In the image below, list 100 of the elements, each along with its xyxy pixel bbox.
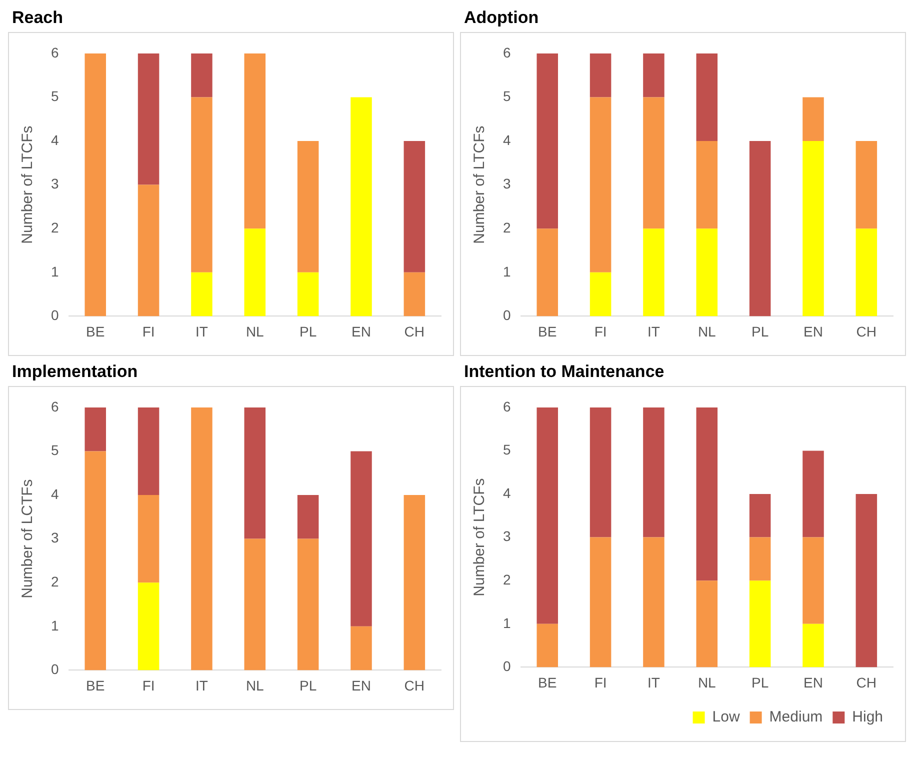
y-tick-label: 0 (50, 661, 59, 678)
x-tick-label: CH (404, 323, 425, 340)
chart-title: Adoption (463, 8, 540, 29)
bar (590, 53, 612, 98)
x-tick-label: BE (538, 674, 557, 690)
x-tick-label: FI (594, 323, 607, 340)
legend-label: High (852, 708, 884, 726)
bar (590, 97, 612, 272)
y-tick-label: 1 (502, 263, 511, 280)
bar (138, 184, 160, 316)
x-tick-label: PL (300, 323, 317, 340)
bar (696, 407, 718, 581)
bar (590, 407, 612, 538)
y-axis-title: Number of LTCFs (471, 478, 488, 596)
bar (297, 272, 319, 316)
y-tick-label: 5 (502, 88, 511, 104)
x-tick-label: BE (86, 323, 105, 340)
bar (138, 495, 160, 583)
bar (643, 53, 664, 98)
bar (84, 407, 106, 452)
bar (749, 141, 771, 316)
y-tick-label: 0 (502, 658, 511, 674)
chart-title: Reach (11, 8, 64, 29)
bar (696, 228, 718, 316)
bar (749, 494, 771, 538)
x-tick-label: IT (647, 323, 660, 340)
y-tick-label: 6 (50, 398, 59, 414)
x-tick-label: FI (142, 323, 155, 340)
bar (590, 272, 612, 316)
x-tick-label: NL (698, 674, 716, 690)
bar (191, 53, 212, 98)
y-tick-label: 5 (50, 442, 59, 458)
bar (138, 53, 160, 185)
bar (643, 537, 664, 668)
x-tick-label: EN (352, 677, 371, 694)
x-tick-label: NL (246, 323, 264, 340)
bar (350, 97, 372, 316)
chart-title: Intention to Maintenance (463, 362, 666, 383)
x-tick-label: PL (752, 674, 769, 690)
x-tick-label: IT (195, 323, 208, 340)
y-tick-label: 4 (502, 132, 511, 148)
bar (138, 407, 160, 495)
x-tick-label: PL (752, 323, 769, 340)
x-tick-label: IT (647, 674, 660, 690)
y-tick-label: 2 (50, 219, 59, 236)
bar (404, 495, 426, 670)
x-tick-label: CH (856, 674, 877, 690)
bar (404, 272, 426, 316)
bar (696, 53, 718, 141)
bar (350, 451, 372, 626)
x-tick-label: BE (538, 323, 557, 340)
y-tick-label: 3 (502, 528, 511, 544)
bar (536, 228, 558, 316)
bar (536, 407, 558, 624)
y-tick-label: 4 (50, 486, 59, 502)
x-tick-label: CH (404, 677, 425, 694)
bar (802, 450, 824, 538)
y-tick-label: 0 (50, 307, 59, 324)
bar (856, 141, 878, 229)
bar (643, 407, 664, 538)
x-tick-label: NL (698, 323, 716, 340)
x-tick-label: EN (352, 323, 371, 340)
bar (138, 582, 160, 670)
y-tick-label: 1 (50, 617, 59, 634)
bar (802, 537, 824, 624)
bar (696, 141, 718, 229)
bar (536, 53, 558, 229)
y-tick-label: 6 (502, 44, 511, 60)
bar (297, 141, 319, 272)
bar (696, 580, 718, 668)
chart-title: Implementation (11, 362, 139, 383)
y-axis-title: Number of LTCFs (471, 126, 488, 244)
bar (802, 624, 824, 668)
y-tick-label: 2 (502, 219, 511, 236)
y-tick-label: 4 (502, 484, 511, 501)
bar (191, 272, 212, 316)
bar (84, 451, 106, 670)
y-tick-label: 2 (50, 573, 59, 590)
bar (84, 53, 106, 316)
bar (590, 537, 612, 668)
bar (191, 407, 212, 670)
y-tick-label: 1 (502, 614, 511, 631)
x-tick-label: NL (246, 677, 264, 694)
bar (244, 407, 266, 539)
bar (643, 228, 664, 316)
bar (536, 624, 558, 668)
y-tick-label: 5 (50, 88, 59, 104)
x-tick-label: FI (594, 674, 607, 690)
bar (802, 97, 824, 141)
x-tick-label: FI (142, 677, 155, 694)
bar (244, 53, 266, 229)
legend-label: Low (712, 708, 740, 726)
x-tick-label: PL (300, 677, 317, 694)
bar (404, 141, 426, 272)
y-tick-label: 3 (50, 530, 59, 546)
y-tick-label: 0 (502, 307, 511, 324)
bar (856, 228, 878, 316)
y-tick-label: 6 (502, 398, 511, 414)
bar (191, 97, 212, 272)
x-tick-label: BE (86, 677, 105, 694)
